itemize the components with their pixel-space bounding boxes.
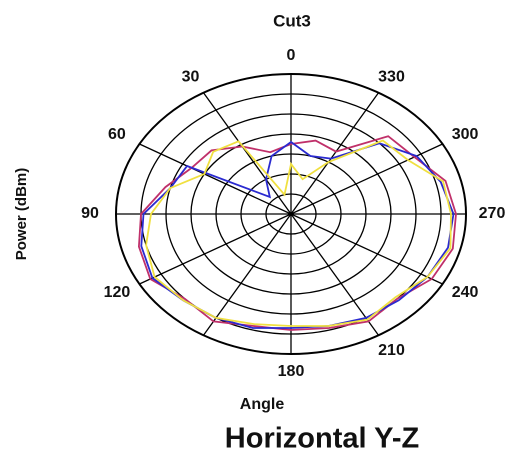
grid-spoke <box>290 213 443 285</box>
angle-tick-label: 240 <box>452 284 479 301</box>
angle-tick-label: 60 <box>108 126 126 143</box>
chart-title: Cut3 <box>273 11 311 30</box>
y-axis-label: Power (dBm) <box>13 168 30 261</box>
x-axis-label: Angle <box>240 396 285 413</box>
grid-spoke <box>202 92 292 215</box>
angle-tick-label: 90 <box>81 205 99 222</box>
angle-tick-label: 300 <box>452 126 479 143</box>
angle-tick-label: 30 <box>182 68 200 85</box>
grid-spoke <box>290 213 380 336</box>
series-line <box>140 140 455 329</box>
series-line <box>145 139 452 327</box>
grid-spoke <box>139 143 292 215</box>
grid-spoke <box>290 92 380 215</box>
caption: Horizontal Y-Z <box>225 423 419 455</box>
angle-tick-label: 180 <box>278 363 305 380</box>
angle-tick-label: 330 <box>378 68 405 85</box>
grid-spoke <box>202 213 292 336</box>
angle-tick-label: 0 <box>287 47 296 64</box>
angle-tick-label: 120 <box>104 284 131 301</box>
grid-spoke <box>290 143 443 215</box>
angle-tick-label: 210 <box>378 342 405 359</box>
grid-spoke <box>139 213 292 285</box>
angle-tick-label: 270 <box>479 205 506 222</box>
